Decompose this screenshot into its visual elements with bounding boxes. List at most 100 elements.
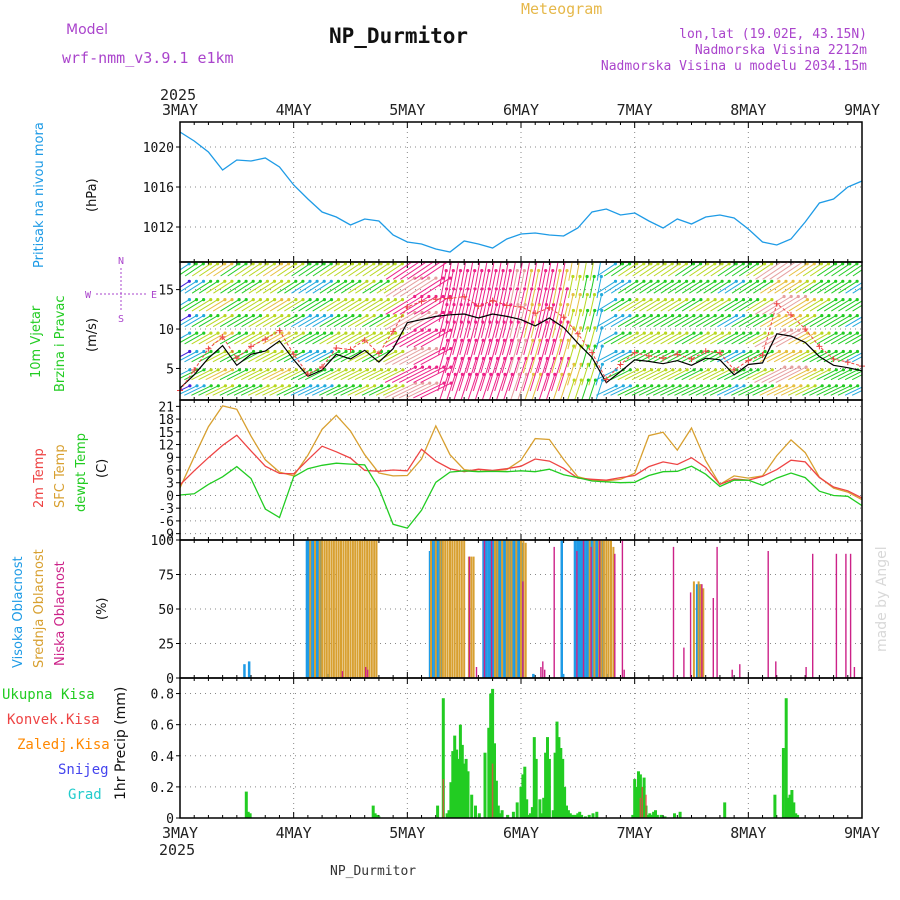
wind-arrow xyxy=(474,374,485,400)
wind-arrow-head xyxy=(755,262,760,266)
wind-arrow-head xyxy=(488,338,492,342)
wind-arrow-head xyxy=(272,262,276,266)
wind-arrow-head xyxy=(579,362,583,366)
wind-arrow-head xyxy=(287,279,291,283)
wind-arrow-head xyxy=(699,331,703,335)
wind-arrow xyxy=(675,263,694,277)
wind-arrow xyxy=(660,280,680,294)
wind-arrow xyxy=(837,369,858,381)
wind-arrow xyxy=(451,358,463,392)
wind-arrow-head xyxy=(273,384,277,388)
wind-arrow-head xyxy=(316,384,320,388)
wind-arrow-head xyxy=(856,384,860,388)
wind-arrow-head xyxy=(427,347,431,351)
wind-arrow-head xyxy=(551,252,554,255)
wind-arrow xyxy=(305,299,325,312)
wind-arrow-head xyxy=(763,349,767,354)
wind-arrow-head xyxy=(216,368,220,372)
wind-arrow-head xyxy=(620,262,625,266)
wind-arrow xyxy=(234,263,254,277)
wind-arrow-head xyxy=(763,384,767,388)
wind-arrow xyxy=(709,385,731,396)
wind-arrow xyxy=(180,263,197,276)
wind-arrow-head xyxy=(294,384,299,388)
wind-arrow xyxy=(453,262,460,287)
wind-arrow xyxy=(333,332,354,345)
wind-arrow-head xyxy=(452,303,456,307)
wind-arrow xyxy=(241,332,261,345)
wind-arrow xyxy=(682,263,701,277)
wind-arrow xyxy=(399,366,430,383)
wind-arrow-head xyxy=(351,349,355,354)
temp-y-tick-label: 18 xyxy=(158,413,174,428)
wind-arrow xyxy=(530,321,541,356)
wind-arrow xyxy=(752,332,773,345)
wind-arrow xyxy=(838,299,858,312)
wind-arrow xyxy=(567,294,574,317)
wind-arrow-head xyxy=(487,252,490,255)
wind-arrow-head xyxy=(336,262,340,266)
wind-arrow xyxy=(375,385,397,396)
wind-arrow-head xyxy=(649,314,653,318)
wind-arrow xyxy=(460,374,470,400)
gust-marker xyxy=(446,295,453,302)
wind-arrow xyxy=(375,369,397,381)
wind-arrow-head xyxy=(259,368,263,372)
wind-arrow xyxy=(312,369,333,381)
wind-arrow xyxy=(340,280,361,294)
wind-arrow xyxy=(407,262,435,280)
wind-arrow-head xyxy=(841,349,845,354)
wind-arrow xyxy=(198,369,219,381)
wind-arrow-head xyxy=(685,384,689,388)
wind-arrow xyxy=(838,315,858,328)
wind-arrow xyxy=(559,270,568,305)
wind-arrow-head xyxy=(209,349,213,354)
pressure-label: Pritisak na nivou mora xyxy=(32,122,47,268)
watermark: made by Angel xyxy=(874,546,890,652)
wind-arrow-head xyxy=(517,372,521,376)
gust-marker xyxy=(361,337,368,344)
cloud-low-bar xyxy=(775,661,777,678)
wind-arrow xyxy=(326,315,347,328)
wind-arrow xyxy=(473,321,484,356)
wind-arrow-head xyxy=(663,262,667,266)
wind-y-tick-label: 15 xyxy=(158,284,174,299)
wind-arrow xyxy=(681,299,702,312)
wind-arrow xyxy=(545,374,556,400)
wind-arrow-head xyxy=(446,338,450,342)
wind-arrow xyxy=(233,369,254,381)
wind-arrow xyxy=(823,315,844,328)
wind-arrow xyxy=(716,385,738,396)
wind-arrow xyxy=(180,369,191,376)
wind-arrow xyxy=(467,270,476,305)
wind-arrow xyxy=(234,332,254,345)
precip-total-bar xyxy=(570,814,574,818)
wind-arrow-head xyxy=(323,349,327,354)
wind-arrow xyxy=(660,263,680,277)
precip-total-bar xyxy=(642,777,646,818)
wind-arrow xyxy=(781,351,801,363)
wind-arrow-head xyxy=(727,298,731,302)
wind-arrow-head xyxy=(572,378,576,382)
wind-arrow-head xyxy=(742,349,746,354)
precip-total-bar xyxy=(578,811,582,818)
wind-arrow xyxy=(241,315,261,328)
wind-arrow xyxy=(816,280,836,294)
gust-marker xyxy=(603,376,610,383)
precip-total-bar xyxy=(773,794,777,818)
wind-arrow xyxy=(392,312,423,331)
wind-arrow-head xyxy=(706,279,710,283)
wind-arrow-head xyxy=(571,293,575,297)
wind-arrow xyxy=(766,351,787,363)
wind-unit: (m/s) xyxy=(85,318,100,352)
wind-arrow xyxy=(269,280,289,294)
wind-arrow-head xyxy=(315,262,319,266)
wind-arrow xyxy=(603,315,624,328)
precip-legend-graupel: Grad xyxy=(68,787,102,803)
wind-arrow-head xyxy=(699,349,703,354)
x-axis-top-labels: 3MAY 4MAY 5MAY 6MAY 7MAY 8MAY 9MAY xyxy=(162,101,880,119)
wind-arrow-head xyxy=(202,368,206,372)
wind-arrow-head xyxy=(365,331,369,335)
wind-arrow xyxy=(205,351,226,363)
wind-arrow-head xyxy=(351,314,355,318)
